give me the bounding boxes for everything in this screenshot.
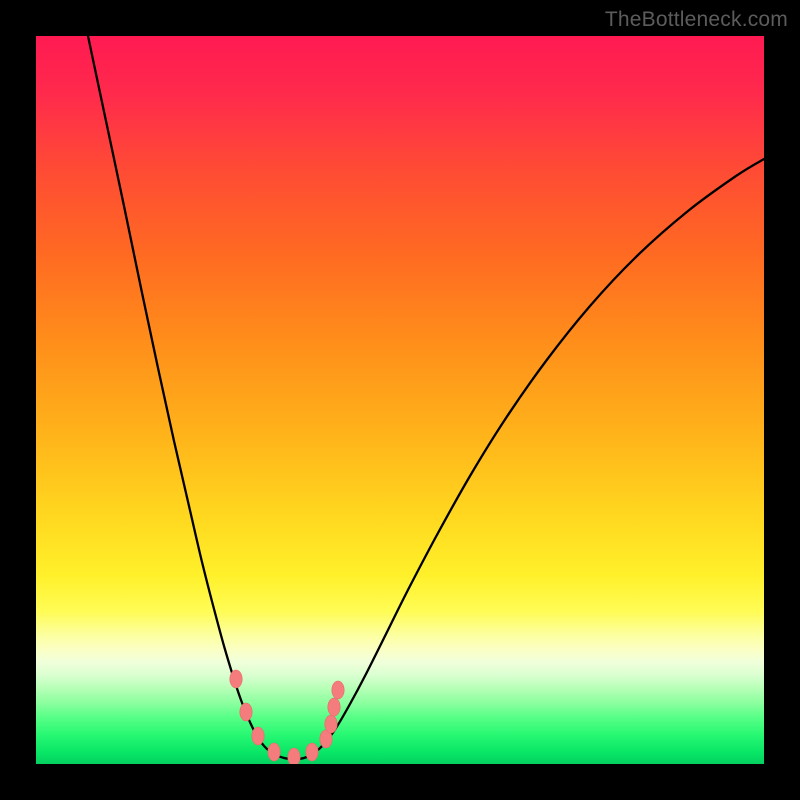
curve-layer xyxy=(36,36,764,764)
marker-point xyxy=(288,748,300,764)
marker-point xyxy=(252,727,264,745)
marker-point xyxy=(230,670,242,688)
marker-point xyxy=(268,743,280,761)
chart-frame: TheBottleneck.com xyxy=(0,0,800,800)
marker-point xyxy=(325,715,337,733)
marker-point xyxy=(306,743,318,761)
curve-markers xyxy=(230,670,344,764)
bottleneck-curve xyxy=(88,36,764,759)
marker-point xyxy=(332,681,344,699)
plot-area xyxy=(36,36,764,764)
watermark-text: TheBottleneck.com xyxy=(605,8,788,32)
marker-point xyxy=(328,698,340,716)
marker-point xyxy=(240,703,252,721)
